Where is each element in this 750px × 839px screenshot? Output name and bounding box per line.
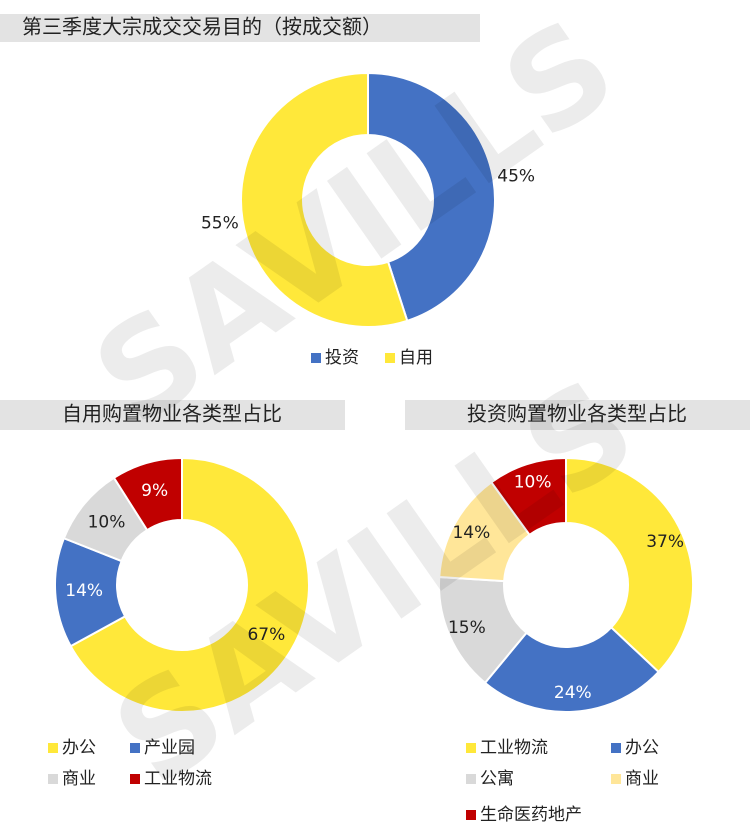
donut-slice bbox=[69, 456, 310, 713]
legend-swatch bbox=[311, 353, 321, 363]
data-label: 10% bbox=[514, 472, 552, 492]
legend-label: 商业 bbox=[62, 769, 96, 789]
legend-swatch bbox=[385, 353, 395, 363]
data-label: 14% bbox=[65, 581, 103, 601]
donut-slice bbox=[489, 456, 567, 537]
title-bar bbox=[405, 400, 750, 430]
legend-swatch bbox=[48, 774, 58, 784]
data-label: 55% bbox=[201, 213, 239, 233]
data-label: 45% bbox=[497, 167, 535, 187]
donut-slice bbox=[112, 456, 183, 532]
donut-slice bbox=[240, 71, 409, 328]
data-label: 37% bbox=[646, 532, 684, 552]
data-label: 67% bbox=[247, 625, 285, 645]
donut-slice bbox=[483, 626, 660, 713]
donut-slice bbox=[565, 456, 694, 674]
data-label: 15% bbox=[448, 618, 486, 638]
legend-swatch bbox=[466, 810, 476, 820]
legend-swatch bbox=[466, 743, 476, 753]
legend-label: 产业园 bbox=[144, 738, 195, 758]
legend-swatch bbox=[611, 743, 621, 753]
legend-label: 公寓 bbox=[480, 769, 514, 789]
legend-label: 办公 bbox=[625, 738, 659, 758]
legend-label: 商业 bbox=[625, 769, 659, 789]
data-label: 14% bbox=[452, 523, 490, 543]
chart-title: 投资购置物业各类型占比 bbox=[467, 402, 687, 426]
legend-swatch bbox=[611, 774, 621, 784]
data-label: 9% bbox=[141, 481, 168, 501]
legend-label: 自用 bbox=[399, 348, 433, 368]
chart-title: 第三季度大宗成交交易目的（按成交额） bbox=[22, 15, 382, 39]
title-bar bbox=[0, 14, 480, 42]
legend-label: 办公 bbox=[62, 738, 96, 758]
data-label: 10% bbox=[88, 513, 126, 533]
legend-label: 工业物流 bbox=[480, 738, 548, 758]
legend-swatch bbox=[130, 743, 140, 753]
legend-swatch bbox=[130, 774, 140, 784]
data-label: 24% bbox=[554, 683, 592, 703]
legend-label: 生命医药地产 bbox=[480, 805, 582, 825]
legend-label: 投资 bbox=[325, 348, 359, 368]
legend-label: 工业物流 bbox=[144, 769, 212, 789]
title-bar bbox=[0, 400, 345, 430]
legend-swatch bbox=[48, 743, 58, 753]
legend-swatch bbox=[466, 774, 476, 784]
donut-slice bbox=[367, 71, 496, 323]
chart-title: 自用购置物业各类型占比 bbox=[62, 402, 282, 426]
